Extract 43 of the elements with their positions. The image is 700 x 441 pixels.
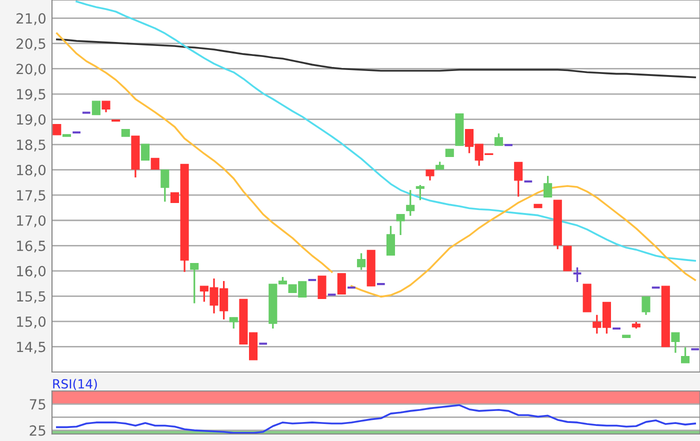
candlestick xyxy=(318,276,326,300)
y-tick-label: 14,5 xyxy=(17,342,46,354)
y-tick-label: 75 xyxy=(30,399,46,410)
candlestick xyxy=(356,252,366,271)
y-tick-label: 18,0 xyxy=(17,164,46,177)
candlestick xyxy=(680,346,690,364)
candlestick xyxy=(642,296,650,316)
y-tick-label: 19,5 xyxy=(17,88,46,101)
candlestick xyxy=(386,225,396,256)
y-tick-label: 20,5 xyxy=(16,38,46,50)
candlestick xyxy=(102,100,110,114)
candlestick xyxy=(396,213,405,236)
y-tick-label: 20,0 xyxy=(16,64,46,76)
candlestick xyxy=(426,168,434,182)
candlestick xyxy=(337,273,346,295)
candlestick xyxy=(160,168,170,203)
y-tick-label: 16,0 xyxy=(17,266,46,278)
candlestick xyxy=(140,144,150,161)
candlestick xyxy=(150,158,160,170)
y-tick-label: 18,5 xyxy=(17,140,46,152)
y-tick-label: 19,0 xyxy=(17,114,46,126)
line-series xyxy=(76,0,696,262)
candlestick xyxy=(190,262,199,304)
y-tick-label: 15,5 xyxy=(17,291,46,304)
candlestick xyxy=(494,132,504,146)
candlestick xyxy=(544,175,552,198)
y-tick-label: 15,0 xyxy=(17,316,46,328)
candlestick xyxy=(572,266,582,283)
candlestick xyxy=(92,100,100,116)
candlestick xyxy=(416,184,424,201)
chart-title: RSI(14) xyxy=(53,378,97,390)
candlestick xyxy=(514,161,523,198)
candlestick xyxy=(229,316,238,330)
y-tick-label: 17,5 xyxy=(17,190,46,202)
y-tick-label: 21,0 xyxy=(16,13,46,26)
y-tick-label: 17,0 xyxy=(17,215,46,228)
candlestick xyxy=(52,124,62,136)
candlestick xyxy=(671,332,680,354)
candlestick xyxy=(406,189,415,217)
line-series xyxy=(56,404,696,434)
y-tick-label: 16,5 xyxy=(17,240,46,253)
y-tick-label: 25 xyxy=(30,425,46,436)
line-series xyxy=(56,38,696,78)
